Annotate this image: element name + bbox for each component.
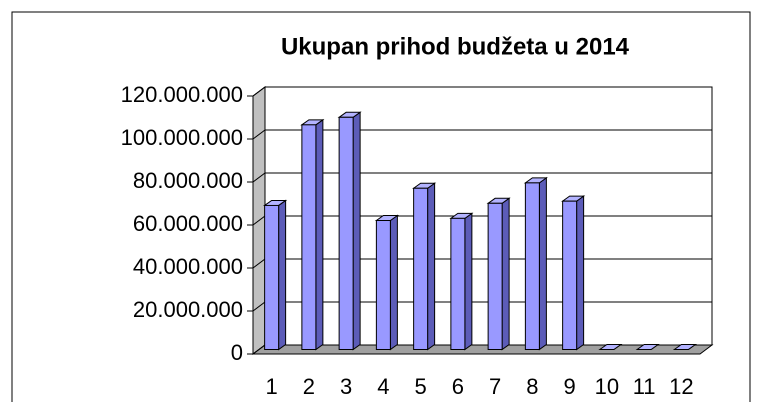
y-tick-label: 40.000.000 [133,254,243,279]
y-tick-label: 0 [231,340,243,365]
bar [264,204,280,350]
y-tick-label: 80.000.000 [133,168,243,193]
bar-side [315,118,324,351]
bar [338,116,354,350]
x-tick-label: 5 [415,374,427,399]
bar [524,182,540,350]
x-tick-label: 6 [452,374,464,399]
bar-side [576,195,585,351]
bar-top [672,344,697,350]
x-tick-label: 3 [340,374,352,399]
x-tick-label: 4 [377,374,389,399]
bar-side [538,176,547,351]
y-tick-label: 20.000.000 [133,297,243,322]
grid-line [252,86,712,97]
grid-line [252,172,712,183]
bar-side [352,111,361,351]
bar [450,217,466,350]
grid-line [252,129,712,140]
bar [413,187,429,350]
y-tick-label: 120.000.000 [121,82,243,107]
bar [487,202,503,350]
bar [301,124,317,350]
bar-side [464,212,473,351]
bar-side [278,199,287,351]
x-tick-label: 1 [266,374,278,399]
x-tick-label: 7 [489,374,501,399]
x-tick-label: 8 [526,374,538,399]
bar-top [598,344,623,350]
x-tick-label: 2 [303,374,315,399]
y-tick-label: 60.000.000 [133,211,243,236]
bar-side [501,197,510,351]
chart-title: Ukupan prihod budžeta u 2014 [281,33,630,60]
x-tick-label: 12 [669,374,693,399]
bar-side [389,214,398,351]
y-tick-label: 100.000.000 [121,125,243,150]
bar [375,220,391,350]
x-tick-label: 10 [595,374,619,399]
bar-top [635,344,660,350]
bar-side [427,182,436,351]
x-tick-label: 9 [564,374,576,399]
bar [562,200,578,350]
x-tick-label: 11 [633,374,656,399]
